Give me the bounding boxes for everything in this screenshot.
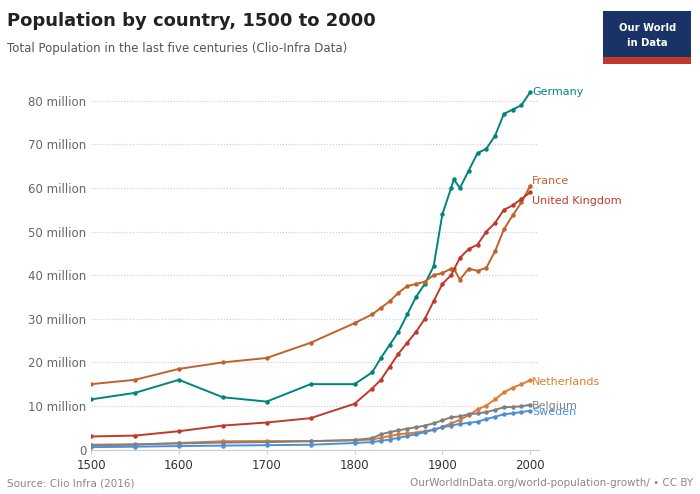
Text: Sweden: Sweden bbox=[532, 408, 576, 417]
Bar bbox=[603, 57, 691, 64]
Text: Source: Clio Infra (2016): Source: Clio Infra (2016) bbox=[7, 478, 134, 488]
Text: Total Population in the last five centuries (Clio-Infra Data): Total Population in the last five centur… bbox=[7, 42, 347, 55]
Text: Population by country, 1500 to 2000: Population by country, 1500 to 2000 bbox=[7, 12, 376, 30]
Text: France: France bbox=[532, 176, 569, 186]
Text: Germany: Germany bbox=[532, 87, 583, 97]
Text: Belgium: Belgium bbox=[532, 401, 578, 411]
Text: in Data: in Data bbox=[626, 38, 668, 48]
Text: Netherlands: Netherlands bbox=[532, 376, 600, 386]
Text: Our World: Our World bbox=[619, 23, 675, 33]
FancyBboxPatch shape bbox=[603, 11, 691, 64]
Text: United Kingdom: United Kingdom bbox=[532, 196, 622, 206]
Text: OurWorldInData.org/world-population-growth/ • CC BY: OurWorldInData.org/world-population-grow… bbox=[410, 478, 693, 488]
